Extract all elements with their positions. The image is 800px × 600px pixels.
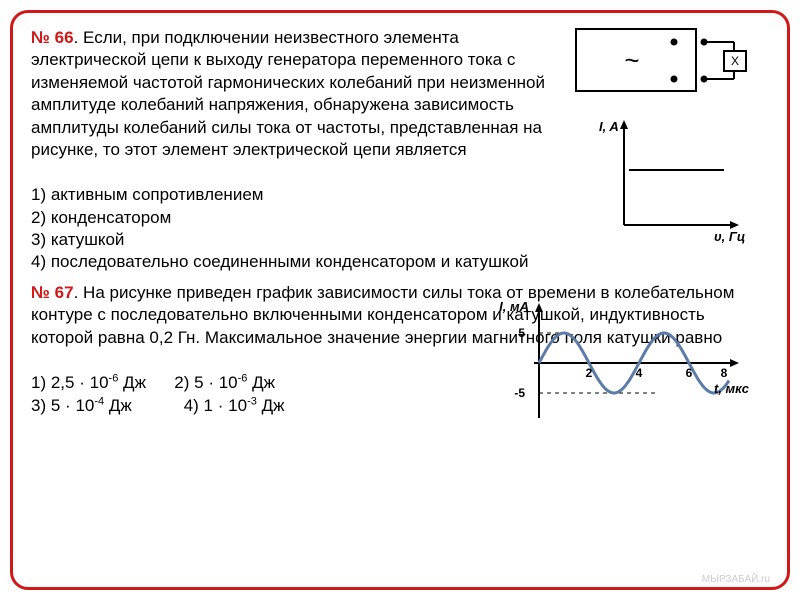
xtick-6: 6 — [686, 366, 693, 380]
ytick-max: 5 — [518, 326, 525, 340]
terminal-dot — [671, 39, 678, 46]
q67-answers: 1) 2,5 · 10-6 Дж 2) 5 · 10-6 Дж 3) 5 · 1… — [31, 372, 481, 418]
q67-opt4: 4) 1 · 10-3 Дж — [184, 396, 285, 415]
iv-graph: I, A υ, Гц — [604, 115, 754, 245]
xtick-2: 2 — [586, 366, 593, 380]
q66-opt1: 1) активным сопротивлением — [31, 185, 263, 204]
q66-text: № 66. Если, при подключении неизвестного… — [31, 27, 571, 274]
q66-opt2: 2) конденсатором — [31, 208, 171, 227]
q67-number: № 67 — [31, 283, 74, 302]
iv-graph-svg: I, A υ, Гц — [604, 115, 754, 245]
ytick-min: -5 — [514, 386, 525, 400]
q67-opt3: 3) 5 · 10-4 Дж — [31, 396, 132, 415]
sine-svg: 5 -5 2 4 6 8 I, мА t, мкс — [509, 298, 749, 428]
terminal-dot — [701, 39, 708, 46]
x-axis-arrow — [730, 221, 739, 229]
q66-opt3: 3) катушкой — [31, 230, 124, 249]
y-axis-arrow — [620, 120, 628, 129]
q66-diagrams: ~ X — [574, 27, 769, 245]
y-axis-arrow — [535, 303, 543, 312]
element-x-label: X — [731, 54, 739, 68]
q66-stem: . Если, при подключении неизвестного эле… — [31, 28, 545, 159]
slide-frame: № 66. Если, при подключении неизвестного… — [10, 10, 790, 590]
tilde-icon: ~ — [624, 45, 639, 75]
x-axis-label: t, мкс — [714, 381, 750, 396]
q67-opt1: 1) 2,5 · 10-6 Дж — [31, 373, 146, 392]
terminal-dot — [671, 76, 678, 83]
circuit-diagram: ~ X — [574, 27, 764, 97]
terminal-dot — [701, 76, 708, 83]
q67-opt2: 2) 5 · 10-6 Дж — [174, 373, 275, 392]
question-66: № 66. Если, при подключении неизвестного… — [31, 27, 769, 274]
y-axis-label: I, мА — [499, 299, 529, 314]
xtick-4: 4 — [636, 366, 643, 380]
content: № 66. Если, при подключении неизвестного… — [31, 27, 769, 418]
watermark: МЫРЗАБАЙ.ru — [702, 574, 770, 585]
q66-opt4: 4) последовательно соединенными конденса… — [31, 252, 529, 271]
question-67: № 67. На рисунке приведен график зависим… — [31, 282, 769, 418]
x-axis-arrow — [730, 359, 739, 367]
y-axis-label: I, A — [599, 119, 619, 134]
xtick-8: 8 — [721, 366, 728, 380]
circuit-svg: ~ X — [574, 27, 764, 97]
x-axis-label: υ, Гц — [714, 229, 745, 244]
sine-graph: 5 -5 2 4 6 8 I, мА t, мкс — [509, 298, 749, 428]
q66-number: № 66 — [31, 28, 74, 47]
